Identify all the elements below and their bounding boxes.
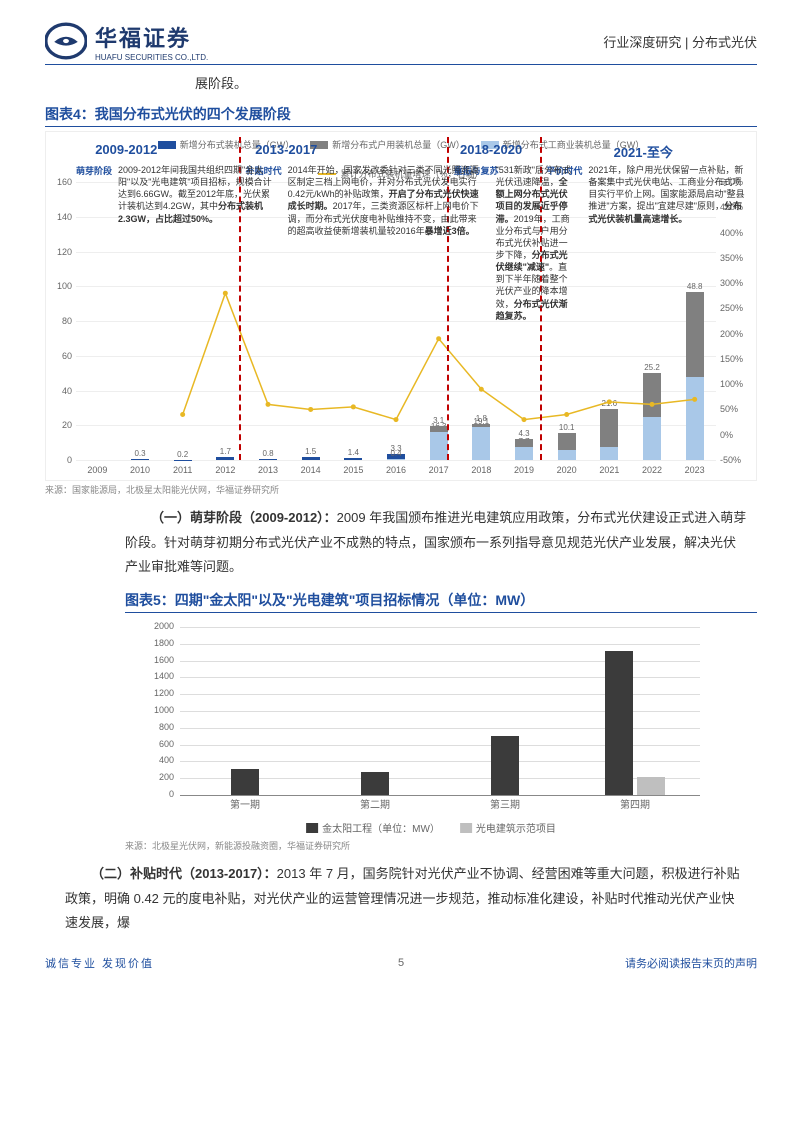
footer-center: 5	[398, 957, 404, 969]
page-footer: 诚信专业 发现价值 5 请务必阅读报告末页的声明	[0, 954, 802, 986]
chart2: 0200400600800100012001400160018002000第一期…	[125, 617, 737, 837]
footer-left: 诚信专业 发现价值	[45, 955, 154, 971]
chart1-source: 来源：国家能源局，北极星太阳能光伏网，华福证券研究所	[45, 483, 757, 496]
paragraph-2: （二）补贴时代（2013-2017）：2013 年 7 月，国务院针对光伏产业不…	[45, 862, 757, 936]
chart2-source: 来源：北极星光伏网，新能源投融资圈，华福证券研究所	[125, 839, 757, 852]
logo-cn: 华福证券	[95, 21, 208, 53]
footer-right: 请务必阅读报告末页的声明	[625, 955, 757, 971]
header-right: 行业深度研究 | 分布式光伏	[603, 32, 757, 51]
chart1: 新增分布式装机总量（GW） 新增分布式户用装机总量（GW） 新增分布式工商业装机…	[45, 131, 757, 481]
paragraph-1: （一）萌芽阶段（2009-2012）：2009 年我国颁布推进光电建筑应用政策，…	[45, 506, 757, 580]
chart2-legend: 金太阳工程（单位：MW）光电建筑示范项目	[306, 820, 556, 835]
logo-en: HUAFU SECURITIES CO.,LTD.	[95, 53, 208, 62]
lead-text: 展阶段。	[45, 73, 757, 92]
chart2-title: 图表5：四期"金太阳"以及"光电建筑"项目招标情况（单位：MW）	[125, 588, 757, 613]
logo: 华福证券 HUAFU SECURITIES CO.,LTD.	[45, 20, 208, 62]
chart1-title: 图表4：我国分布式光伏的四个发展阶段	[45, 102, 757, 127]
page-header: 华福证券 HUAFU SECURITIES CO.,LTD. 行业深度研究 | …	[45, 20, 757, 65]
